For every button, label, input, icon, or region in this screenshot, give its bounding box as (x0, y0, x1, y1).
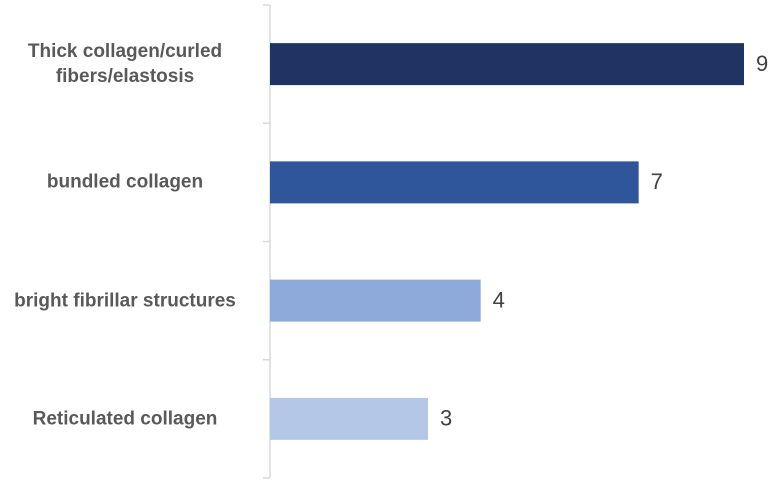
data-label: 3 (440, 406, 452, 431)
data-label: 4 (493, 287, 505, 312)
bar (270, 161, 639, 204)
data-label: 7 (651, 169, 663, 194)
data-label: 9 (756, 51, 768, 76)
bar (270, 279, 481, 322)
category-label: Reticulated collagen (32, 408, 218, 430)
category-label: bundled collagen (46, 171, 204, 193)
category-label: Thick collagen/curled fibers/elastosis (27, 41, 223, 88)
bar (270, 397, 428, 440)
category-label: bright fibrillar structures (14, 290, 236, 312)
bar (270, 43, 744, 86)
